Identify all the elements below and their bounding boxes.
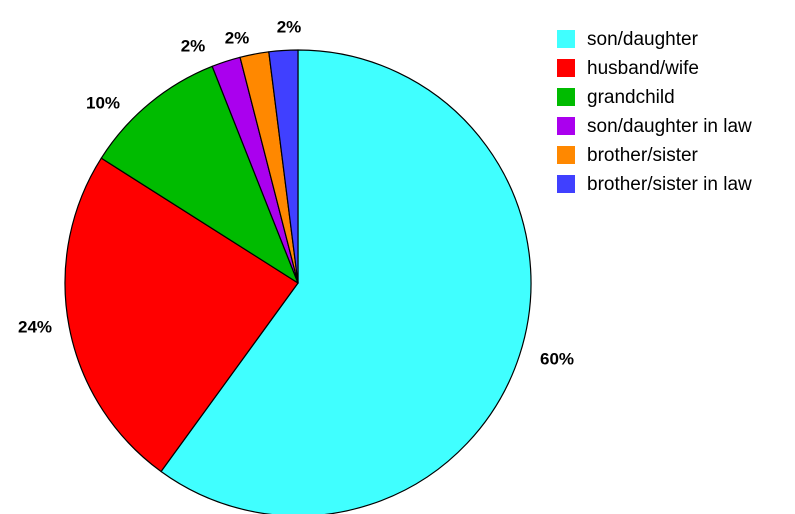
pie-slices xyxy=(64,49,532,514)
legend-swatch-brother-sister xyxy=(557,146,575,164)
slice-label-brother-sister-in-law: 2% xyxy=(277,17,302,36)
legend-item-husband-wife: husband/wife xyxy=(557,58,699,79)
slice-label-grandchild: 10% xyxy=(86,93,120,112)
pie-slice-grandchild xyxy=(100,65,299,284)
legend-item-son-daughter: son/daughter xyxy=(557,29,699,50)
legend-swatch-brother-sister-in-law xyxy=(557,175,575,193)
legend-label-husband-wife: husband/wife xyxy=(587,58,699,79)
legend-swatch-son-daughter xyxy=(557,30,575,48)
legend-label-son-daughter: son/daughter xyxy=(587,29,699,50)
legend-swatch-husband-wife xyxy=(557,59,575,77)
slice-label-son-daughter-in-law: 2% xyxy=(181,36,206,55)
pie-slice-brother-sister-in-law xyxy=(268,49,299,284)
legend-label-son-daughter-in-law: son/daughter in law xyxy=(587,116,752,137)
legend-item-brother-sister: brother/sister xyxy=(557,145,699,166)
pie-slice-son-daughter xyxy=(160,49,532,514)
slice-label-husband-wife: 24% xyxy=(18,317,52,336)
legend-label-brother-sister-in-law: brother/sister in law xyxy=(587,174,752,195)
slice-label-son-daughter: 60% xyxy=(540,349,574,368)
legend-item-brother-sister-in-law: brother/sister in law xyxy=(557,174,752,195)
pie-labels: 60% 24% 10% 2% 2% 2% xyxy=(18,17,574,368)
legend: son/daughter husband/wife grandchild son/da… xyxy=(557,29,752,195)
legend-item-grandchild: grandchild xyxy=(557,87,675,108)
legend-swatch-son-daughter-in-law xyxy=(557,117,575,135)
pie-slice-husband-wife xyxy=(64,157,299,473)
slice-label-brother-sister: 2% xyxy=(225,28,250,47)
legend-item-son-daughter-in-law: son/daughter in law xyxy=(557,116,752,137)
legend-label-grandchild: grandchild xyxy=(587,87,675,108)
legend-swatch-grandchild xyxy=(557,88,575,106)
legend-label-brother-sister: brother/sister xyxy=(587,145,699,166)
